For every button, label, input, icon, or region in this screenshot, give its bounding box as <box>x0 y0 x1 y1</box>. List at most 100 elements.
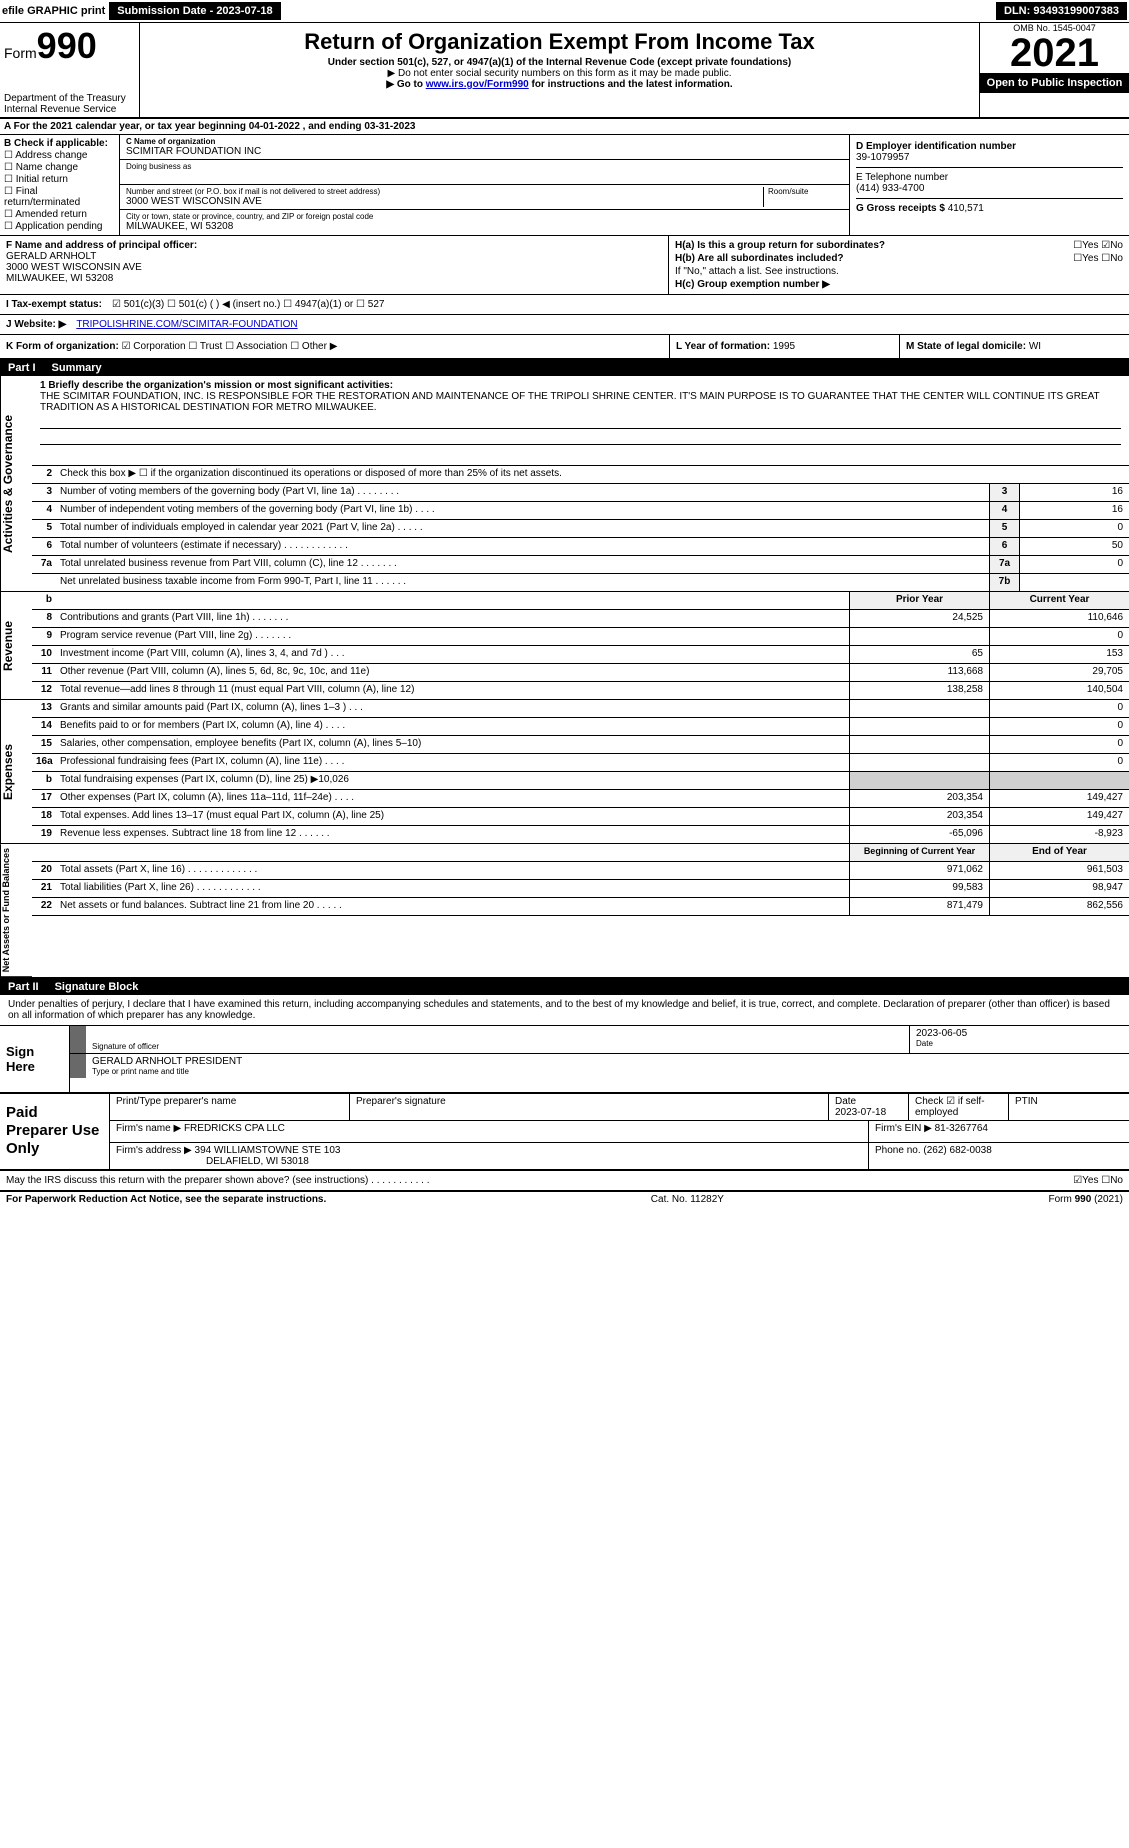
hb-note: If "No," attach a list. See instructions… <box>675 266 1123 277</box>
table-row: 6Total number of volunteers (estimate if… <box>32 538 1129 556</box>
row-a-tax-year: A For the 2021 calendar year, or tax yea… <box>0 119 1129 135</box>
officer-name-title: GERALD ARNHOLT PRESIDENT <box>92 1056 1123 1067</box>
table-row: 19Revenue less expenses. Subtract line 1… <box>32 826 1129 844</box>
table-row: 22Net assets or fund balances. Subtract … <box>32 898 1129 916</box>
sig-date-label: Date <box>916 1039 1123 1048</box>
part2-title: Signature Block <box>55 981 139 993</box>
paid-preparer-section: Paid Preparer Use Only Print/Type prepar… <box>0 1094 1129 1171</box>
catalog-number: Cat. No. 11282Y <box>651 1194 724 1205</box>
gross-receipts-value: 410,571 <box>948 203 984 214</box>
note-link: ▶ Go to www.irs.gov/Form990 for instruct… <box>144 79 975 90</box>
mission-text: THE SCIMITAR FOUNDATION, INC. IS RESPONS… <box>40 391 1121 413</box>
dept-treasury: Department of the Treasury <box>4 93 135 104</box>
part2-number: Part II <box>8 981 39 993</box>
cb-initial-return[interactable]: ☐ Initial return <box>4 174 115 185</box>
row-j: J Website: ▶ TRIPOLISHRINE.COM/SCIMITAR-… <box>0 315 1129 335</box>
box-f: F Name and address of principal officer:… <box>0 236 669 294</box>
tax-exempt-label: I Tax-exempt status: <box>6 299 102 310</box>
table-row: 17Other expenses (Part IX, column (A), l… <box>32 790 1129 808</box>
form-org-options[interactable]: ☑ Corporation ☐ Trust ☐ Association ☐ Ot… <box>122 341 338 352</box>
ein-label: D Employer identification number <box>856 141 1123 152</box>
prep-date-label: Date <box>835 1096 902 1107</box>
ha-label: H(a) Is this a group return for subordin… <box>675 240 885 251</box>
city-label: City or town, state or province, country… <box>126 212 843 221</box>
table-row: 11Other revenue (Part VIII, column (A), … <box>32 664 1129 682</box>
efile-label: efile GRAPHIC print <box>2 5 105 17</box>
firm-ein: 81-3267764 <box>935 1123 988 1134</box>
box-c: C Name of organization SCIMITAR FOUNDATI… <box>120 135 849 235</box>
perjury-statement: Under penalties of perjury, I declare th… <box>0 995 1129 1026</box>
cb-amended-return[interactable]: ☐ Amended return <box>4 209 115 220</box>
tab-expenses: Expenses <box>0 700 32 844</box>
discuss-answer[interactable]: ☑Yes ☐No <box>1073 1175 1123 1186</box>
hb-label: H(b) Are all subordinates included? <box>675 253 844 264</box>
table-row: 20Total assets (Part X, line 16) . . . .… <box>32 862 1129 880</box>
prep-sig-label: Preparer's signature <box>356 1096 822 1107</box>
ein-value: 39-1079957 <box>856 152 1123 163</box>
table-row: 14Benefits paid to or for members (Part … <box>32 718 1129 736</box>
tax-exempt-options[interactable]: ☑ 501(c)(3) ☐ 501(c) ( ) ◀ (insert no.) … <box>112 299 385 310</box>
form-header: Form990 Department of the Treasury Inter… <box>0 23 1129 119</box>
submission-date-button[interactable]: Submission Date - 2023-07-18 <box>109 2 280 20</box>
note-ssn: ▶ Do not enter social security numbers o… <box>144 68 975 79</box>
self-employed[interactable]: Check ☑ if self-employed <box>915 1096 1002 1118</box>
ha-answer[interactable]: ☐Yes ☑No <box>1073 240 1123 251</box>
table-row: 21Total liabilities (Part X, line 26) . … <box>32 880 1129 898</box>
prior-year-header: Prior Year <box>849 592 989 609</box>
officer-label: F Name and address of principal officer: <box>6 240 662 251</box>
arrow-icon <box>70 1054 86 1078</box>
part2-header: Part II Signature Block <box>0 979 1129 995</box>
org-name-label: C Name of organization <box>126 137 843 146</box>
tab-net-assets: Net Assets or Fund Balances <box>0 844 32 977</box>
org-name: SCIMITAR FOUNDATION INC <box>126 146 843 157</box>
paperwork-notice: For Paperwork Reduction Act Notice, see … <box>6 1194 326 1205</box>
q2-text[interactable]: Check this box ▶ ☐ if the organization d… <box>56 466 1129 483</box>
addr-label: Number and street (or P.O. box if mail i… <box>126 187 763 196</box>
end-year-header: End of Year <box>989 844 1129 861</box>
form-title: Return of Organization Exempt From Incom… <box>144 29 975 55</box>
table-row: Net unrelated business taxable income fr… <box>32 574 1129 592</box>
tab-revenue: Revenue <box>0 592 32 700</box>
header-left: Form990 Department of the Treasury Inter… <box>0 23 140 117</box>
discuss-row: May the IRS discuss this return with the… <box>0 1171 1129 1191</box>
tax-year: 2021 <box>980 33 1129 73</box>
part1-revenue: Revenue b Prior Year Current Year 8Contr… <box>0 592 1129 700</box>
year-formation: 1995 <box>773 341 795 352</box>
section-bcdeg: B Check if applicable: ☐ Address change … <box>0 135 1129 236</box>
part1-header: Part I Summary <box>0 360 1129 376</box>
row-i: I Tax-exempt status: ☑ 501(c)(3) ☐ 501(c… <box>0 295 1129 315</box>
form-org-label: K Form of organization: <box>6 341 119 352</box>
table-row: 7aTotal unrelated business revenue from … <box>32 556 1129 574</box>
paid-preparer-label: Paid Preparer Use Only <box>0 1094 110 1169</box>
table-row: 3Number of voting members of the governi… <box>32 484 1129 502</box>
cb-address-change[interactable]: ☐ Address change <box>4 150 115 161</box>
prep-date: 2023-07-18 <box>835 1107 902 1118</box>
form-label: Form <box>4 45 37 61</box>
page-footer: For Paperwork Reduction Act Notice, see … <box>0 1191 1129 1207</box>
hb-answer[interactable]: ☐Yes ☐No <box>1073 253 1123 264</box>
part1-expenses: Expenses 13Grants and similar amounts pa… <box>0 700 1129 844</box>
website-link[interactable]: TRIPOLISHRINE.COM/SCIMITAR-FOUNDATION <box>76 319 297 330</box>
website-label: J Website: ▶ <box>6 319 66 330</box>
sig-officer-label: Signature of officer <box>92 1042 903 1051</box>
ptin-label: PTIN <box>1015 1096 1123 1107</box>
prep-name-label: Print/Type preparer's name <box>116 1096 343 1107</box>
dba-label: Doing business as <box>126 162 843 171</box>
officer-addr2: MILWAUKEE, WI 53208 <box>6 273 662 284</box>
top-bar: efile GRAPHIC print Submission Date - 20… <box>0 0 1129 23</box>
tab-governance: Activities & Governance <box>0 376 32 592</box>
table-row: 18Total expenses. Add lines 13–17 (must … <box>32 808 1129 826</box>
irs-link[interactable]: www.irs.gov/Form990 <box>426 79 529 90</box>
hc-label: H(c) Group exemption number ▶ <box>675 279 1123 290</box>
box-b: B Check if applicable: ☐ Address change … <box>0 135 120 235</box>
room-label: Room/suite <box>768 187 843 196</box>
cb-application-pending[interactable]: ☐ Application pending <box>4 221 115 232</box>
sign-here-label: Sign Here <box>0 1026 70 1092</box>
cb-name-change[interactable]: ☐ Name change <box>4 162 115 173</box>
cb-final-return[interactable]: ☐ Final return/terminated <box>4 186 115 208</box>
irs-label: Internal Revenue Service <box>4 104 135 115</box>
open-public-badge: Open to Public Inspection <box>980 73 1129 93</box>
gross-receipts-label: G Gross receipts $ <box>856 203 945 214</box>
table-row: 12Total revenue—add lines 8 through 11 (… <box>32 682 1129 700</box>
firm-addr1: 394 WILLIAMSTOWNE STE 103 <box>195 1145 341 1156</box>
